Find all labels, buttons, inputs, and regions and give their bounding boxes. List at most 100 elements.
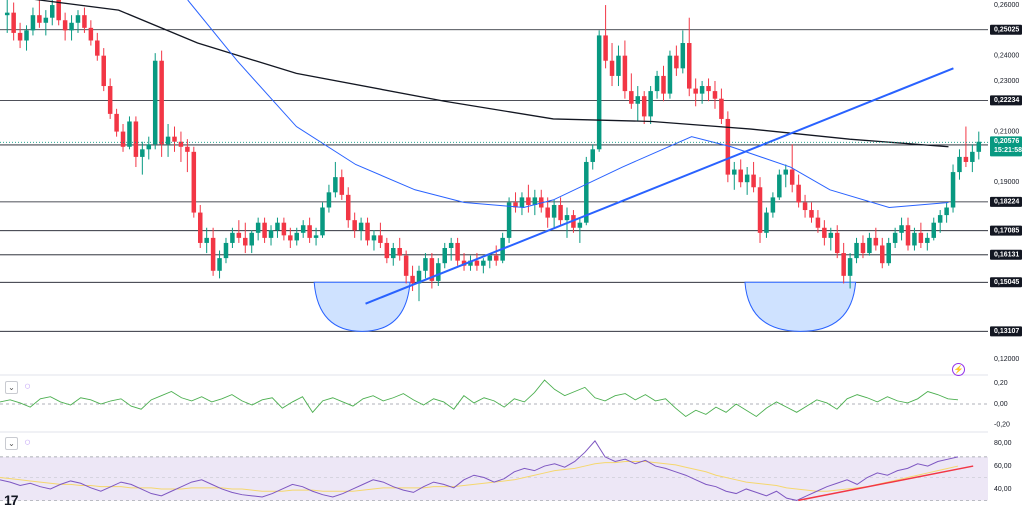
candle-body <box>796 184 801 203</box>
candle-body <box>590 149 595 162</box>
candle-body <box>300 225 306 233</box>
candle-body <box>925 237 930 243</box>
collapse-rsi-chevron-down-icon[interactable]: ⌄ <box>5 437 18 450</box>
level-tag-label: 0,16131 <box>994 252 1019 259</box>
candle-body <box>918 232 924 243</box>
candle-body <box>712 91 718 99</box>
candle-body <box>635 96 641 104</box>
rsi-tick-label: 60,00 <box>994 463 1012 470</box>
candle-body <box>706 86 711 92</box>
ma-fast-line <box>187 0 949 209</box>
rsi-settings-spinner-icon[interactable]: ◌ <box>24 437 31 448</box>
candle-body <box>732 169 737 175</box>
candle-body <box>30 15 36 31</box>
level-tag <box>990 24 1022 35</box>
candle-body <box>410 275 415 284</box>
candle-body <box>622 55 628 92</box>
candle-body <box>854 242 859 259</box>
tradingview-logo[interactable]: 17 <box>4 492 19 508</box>
candle-body <box>744 174 750 183</box>
level-tag <box>990 95 1022 106</box>
candle-body <box>474 260 480 266</box>
candle-body <box>69 22 74 31</box>
candle-body <box>11 12 16 33</box>
candle-body <box>867 237 872 254</box>
oscillator-pane[interactable]: 0,20 0,00 -0,20 <box>0 374 1010 429</box>
oscillator-tick-label: 0,20 <box>994 380 1008 387</box>
rsi-tick-label: 40,00 <box>994 486 1012 493</box>
rsi-pane[interactable]: 80,00 60,00 40,00 <box>0 431 1012 502</box>
candle-body <box>416 270 422 284</box>
alert-lightning-icon[interactable]: ⚡ <box>952 363 965 376</box>
candle-body <box>107 86 113 114</box>
level-tag-label: 0,25025 <box>994 27 1019 34</box>
level-tag <box>990 196 1022 207</box>
candle-body <box>43 17 49 23</box>
candle-body <box>448 242 454 248</box>
candle-body <box>217 258 222 271</box>
candle-body <box>210 237 216 271</box>
candle-body <box>674 55 679 69</box>
level-tag-label: 0,13107 <box>994 328 1019 335</box>
candle-body <box>191 151 197 213</box>
candle-body <box>391 248 396 259</box>
ma-slow-line <box>34 0 949 148</box>
oscillator-settings-spinner-icon[interactable]: ◌ <box>24 381 31 392</box>
candle-body <box>88 27 94 41</box>
candle-body <box>757 187 763 233</box>
level-tag <box>990 225 1022 236</box>
candle-body <box>899 225 904 233</box>
candle-body <box>165 136 171 145</box>
candle-body <box>455 242 460 261</box>
candle-body <box>931 222 936 238</box>
candle-body <box>62 20 68 31</box>
candle-body <box>725 118 731 175</box>
rsi-trendline <box>798 465 974 502</box>
oscillator-tick-label: -0,20 <box>994 422 1010 429</box>
candle-body <box>686 43 692 89</box>
candle-body <box>950 172 956 208</box>
candle-body <box>609 60 615 76</box>
level-tag-label: 0,17085 <box>994 228 1019 235</box>
oscillator-tick-label: 0,00 <box>994 401 1008 408</box>
candle-body <box>513 202 518 208</box>
candle-body <box>197 212 203 243</box>
candle-body <box>95 40 100 56</box>
candle-body <box>751 174 756 188</box>
candle-body <box>699 86 705 94</box>
candle-body <box>629 91 634 104</box>
candle-body <box>880 245 885 264</box>
price-tick-label: 0,21000 <box>994 128 1019 135</box>
candle-body <box>539 197 544 208</box>
collapse-oscillator-chevron-down-icon[interactable]: ⌄ <box>5 381 18 394</box>
candle-body <box>320 207 325 236</box>
candle-body <box>403 255 409 276</box>
candle-body <box>468 260 473 266</box>
candle-body <box>178 141 184 147</box>
candle-body <box>944 207 949 216</box>
candle-body <box>56 0 61 21</box>
rsi-band <box>0 456 988 501</box>
candle-body <box>294 232 300 241</box>
candle-body <box>822 227 827 238</box>
candle-body <box>140 149 145 157</box>
trendline <box>365 67 954 305</box>
price-tick-label: 0,19000 <box>994 179 1019 186</box>
price-pane[interactable]: 0,26000 0,24000 0,23000 0,21000 0,19000 0,120… <box>0 0 1022 363</box>
rsi-ma-line <box>0 460 959 492</box>
candle-body <box>37 15 42 23</box>
candle-body <box>847 258 853 276</box>
candle-body <box>584 161 589 223</box>
level-tag <box>990 277 1022 288</box>
candle-body <box>384 242 390 259</box>
candle-body <box>802 202 808 211</box>
candle-body <box>603 35 608 61</box>
candle-body <box>892 232 898 243</box>
candle-body <box>519 197 525 208</box>
candle-body <box>268 230 274 238</box>
candle-body <box>185 146 190 152</box>
countdown-label: 15:21:58 <box>994 147 1022 154</box>
level-tag-label: 0,15045 <box>994 279 1019 286</box>
oscillator-line <box>0 379 959 418</box>
